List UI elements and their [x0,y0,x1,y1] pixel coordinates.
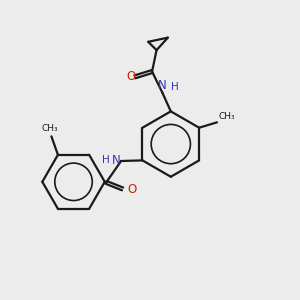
Text: CH₃: CH₃ [218,112,235,122]
Text: CH₃: CH₃ [42,124,58,133]
Text: O: O [126,70,136,83]
Text: H: H [102,155,110,165]
Text: O: O [127,183,136,196]
Text: N: N [112,154,121,167]
Text: N: N [158,79,167,92]
Text: H: H [171,82,179,92]
